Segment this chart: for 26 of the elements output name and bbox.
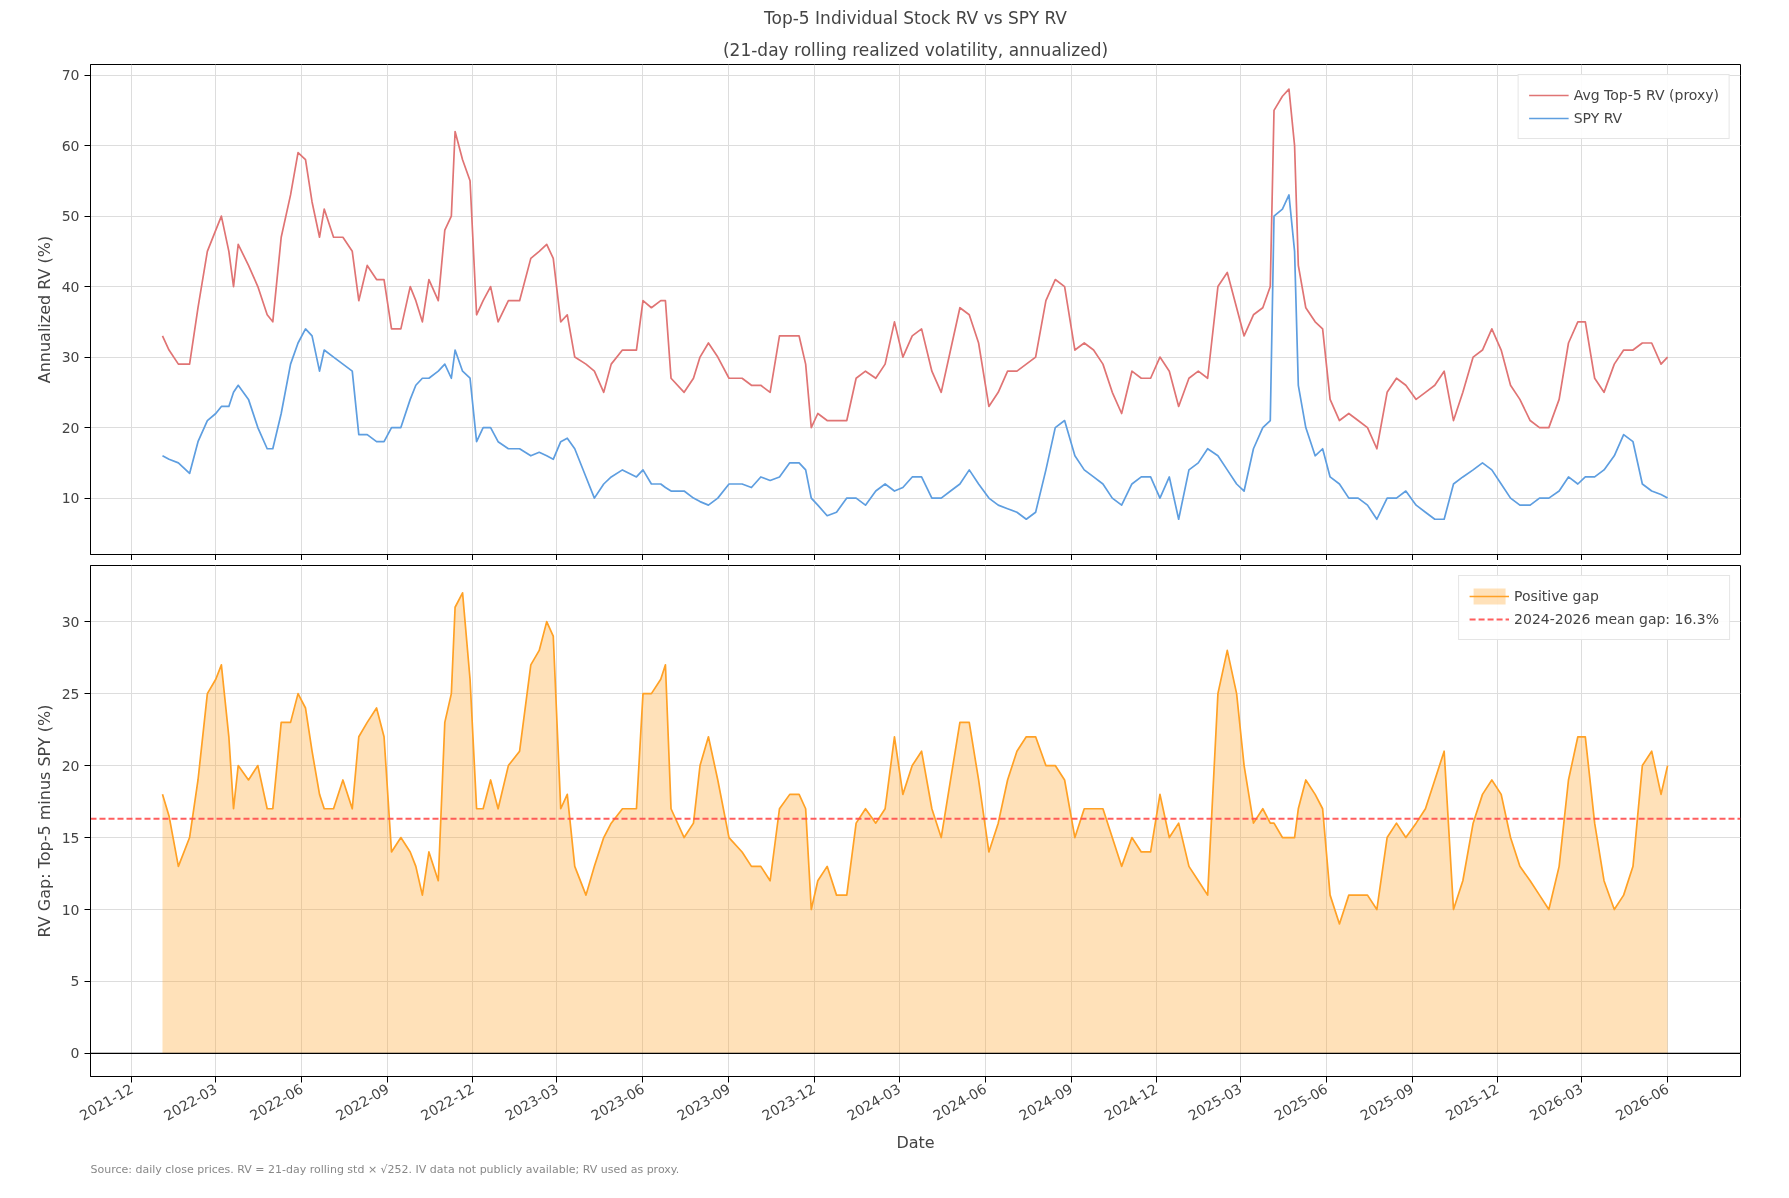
legend-label: 2024-2026 mean gap: 16.3% [1514, 611, 1719, 627]
y-tick-label: 40 [61, 278, 80, 295]
line-series [161, 194, 1669, 521]
legend-label: SPY RV [1573, 110, 1623, 126]
y-tick-label: 50 [61, 208, 80, 225]
x-axis-title: Date [896, 1133, 935, 1153]
y-tick-label: 0 [70, 1045, 80, 1062]
y-tick-label: 10 [61, 901, 80, 918]
y-tick-label: 25 [61, 685, 80, 702]
chart-subtitle: (21-day rolling realized volatility, annualized) [722, 39, 1109, 60]
y-tick-label: 20 [61, 757, 80, 774]
y-tick-label: 5 [70, 973, 80, 990]
line-series [161, 88, 1669, 450]
source-note: Source: daily close prices. RV = 21-day rolling std × √252. IV data not publicly available; RV used as proxy. [90, 1162, 680, 1176]
y-tick-label: 70 [61, 67, 80, 84]
y-tick-label: 15 [61, 829, 80, 846]
y-tick-label: 30 [61, 613, 80, 630]
legend-label: Avg Top-5 RV (proxy) [1573, 87, 1719, 103]
chart-title: Top-5 Individual Stock RV vs SPY RV [763, 7, 1068, 28]
y-tick-label: 60 [61, 137, 80, 154]
y-tick-label: 20 [61, 419, 80, 436]
y-tick-label: 30 [61, 349, 80, 366]
y-tick-label: 10 [61, 490, 80, 507]
legend-label: Positive gap [1514, 588, 1599, 604]
y-axis-title: RV Gap: Top-5 minus SPY (%) [34, 704, 54, 938]
y-axis-title: Annualized RV (%) [34, 235, 54, 384]
